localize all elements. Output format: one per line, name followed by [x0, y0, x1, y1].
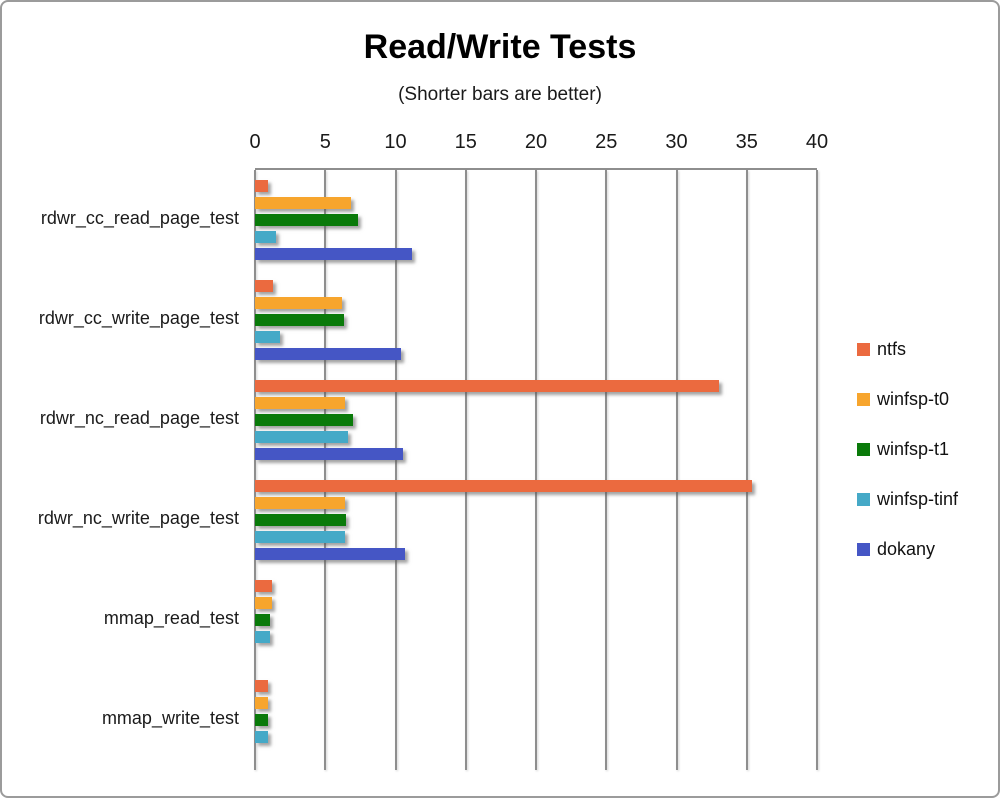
category-label: rdwr_nc_read_page_test: [39, 407, 239, 428]
bar-dokany: [255, 548, 406, 560]
x-tick-label: 35: [735, 131, 758, 153]
legend-label: winfsp-t1: [877, 439, 950, 459]
category-label: mmap_read_test: [103, 607, 239, 628]
legend-swatch-ntfs: [857, 343, 870, 356]
bar-winfsp-t0: [255, 697, 268, 709]
bar-slot-empty: [255, 648, 817, 660]
legend-item-winfsp-t0: winfsp-t0: [857, 389, 958, 410]
bar-ntfs: [255, 180, 268, 192]
bar-dokany: [255, 448, 403, 460]
bar-winfsp-t1: [255, 714, 268, 726]
legend-swatch-winfsp-t1: [857, 443, 870, 456]
x-tick-label: 40: [805, 131, 829, 153]
legend-swatch-dokany: [857, 543, 870, 556]
bar-winfsp-tinf: [255, 431, 348, 443]
category-label: rdwr_cc_read_page_test: [40, 207, 239, 228]
x-tick-label: 30: [665, 131, 688, 153]
x-tick-label: 15: [454, 131, 477, 153]
bar-slot-empty: [255, 748, 817, 760]
x-tick-label: 5: [319, 131, 331, 153]
plot-area: [254, 168, 818, 770]
x-axis-ticks: 0 5 10 15 20 25 30 35 40: [249, 131, 828, 159]
bar-winfsp-t0: [255, 397, 345, 409]
chart-title: Read/Write Tests: [363, 28, 637, 66]
legend-label: dokany: [877, 539, 936, 559]
bar-winfsp-t1: [255, 414, 354, 426]
legend-item-winfsp-t1: winfsp-t1: [857, 439, 958, 460]
x-tick-label: 20: [524, 131, 548, 153]
bar-winfsp-tinf: [255, 731, 268, 743]
legend-label: winfsp-t0: [877, 389, 950, 409]
gridline: [324, 170, 327, 770]
x-tick-label: 25: [595, 131, 618, 153]
bar-winfsp-t0: [255, 597, 272, 609]
bar-dokany: [255, 248, 413, 260]
legend: ntfs winfsp-t0 winfsp-t1 winfsp-tinf dokany: [857, 339, 958, 560]
bar-winfsp-tinf: [255, 531, 345, 543]
bar-winfsp-tinf: [255, 331, 281, 343]
legend-swatch-winfsp-t0: [857, 393, 870, 406]
legend-item-dokany: dokany: [857, 539, 958, 560]
bar-winfsp-tinf: [255, 631, 271, 643]
chart-subtitle: (Shorter bars are better): [398, 84, 602, 105]
legend-item-ntfs: ntfs: [857, 339, 958, 360]
category-label: rdwr_nc_write_page_test: [37, 507, 239, 528]
gridline: [675, 170, 678, 770]
bar-group: [255, 670, 817, 770]
bar-winfsp-t1: [255, 314, 344, 326]
bar-ntfs: [255, 280, 274, 292]
bar-ntfs: [255, 580, 272, 592]
legend-item-winfsp-tinf: winfsp-tinf: [857, 489, 958, 510]
bar-winfsp-t1: [255, 614, 271, 626]
gridline: [394, 170, 397, 770]
bar-winfsp-t1: [255, 514, 347, 526]
bar-ntfs: [255, 680, 268, 692]
x-tick-label: 0: [249, 131, 261, 153]
category-label: mmap_write_test: [101, 707, 239, 728]
bar-group: [255, 470, 817, 570]
bar-group: [255, 570, 817, 670]
gridline: [605, 170, 608, 770]
bar-ntfs: [255, 480, 753, 492]
category-labels: rdwr_cc_read_page_test rdwr_cc_write_page…: [2, 168, 239, 768]
bar-winfsp-t1: [255, 214, 358, 226]
category-label: rdwr_cc_write_page_test: [38, 307, 239, 328]
bar-winfsp-t0: [255, 297, 343, 309]
bar-dokany: [255, 348, 402, 360]
bar-winfsp-tinf: [255, 231, 277, 243]
bar-group: [255, 170, 817, 270]
gridline: [816, 170, 818, 770]
y-axis-line: [254, 170, 256, 770]
bar-winfsp-t0: [255, 197, 351, 209]
bar-group: [255, 270, 817, 370]
x-tick-label: 10: [384, 131, 407, 153]
bar-ntfs: [255, 380, 719, 392]
legend-swatch-winfsp-tinf: [857, 493, 870, 506]
bar-group: [255, 370, 817, 470]
gridline: [464, 170, 467, 770]
bar-groups: [255, 170, 817, 770]
legend-label: winfsp-tinf: [877, 489, 959, 509]
gridline: [535, 170, 537, 770]
gridline: [745, 170, 748, 770]
legend-label: ntfs: [877, 339, 907, 359]
bar-winfsp-t0: [255, 497, 345, 509]
